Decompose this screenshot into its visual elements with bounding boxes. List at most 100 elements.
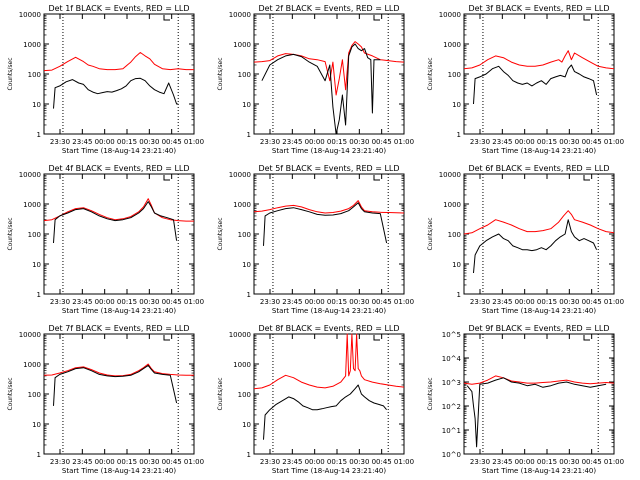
- detector-panel: Det 1f BLACK = Events, RED = LLD 1 10 100 10…: [7, 4, 204, 155]
- events-series-line: [263, 384, 387, 440]
- x-tick-label: 00:00: [305, 138, 325, 146]
- corner-bracket-mark: [373, 15, 380, 21]
- events-series-line: [263, 202, 388, 246]
- x-tick-label: 23:45: [72, 298, 92, 306]
- x-axis-label: Start Time (18-Aug-14 23:21:40): [272, 467, 386, 475]
- y-axis-label: Counts/sec: [217, 57, 224, 90]
- lld-series-line: [253, 200, 405, 214]
- x-tick-label: 00:30: [559, 458, 579, 466]
- x-tick-label: 00:30: [559, 138, 579, 146]
- y-axis-label: Counts/sec: [427, 57, 434, 90]
- y-tick-label: 1: [37, 131, 41, 139]
- x-axis-label: Start Time (18-Aug-14 23:21:40): [62, 467, 176, 475]
- y-tick-label: 100: [448, 71, 461, 79]
- x-tick-label: 23:45: [282, 138, 302, 146]
- x-tick-label: 01:00: [184, 138, 204, 146]
- x-axis-label: Start Time (18-Aug-14 23:21:40): [272, 307, 386, 315]
- y-tick-label: 1000: [233, 361, 251, 369]
- x-tick-label: 00:15: [327, 458, 347, 466]
- y-tick-label: 10: [32, 261, 41, 269]
- events-series-line: [473, 64, 598, 105]
- corner-bracket-mark: [583, 175, 590, 181]
- events-series-line: [53, 201, 178, 244]
- x-axis-label: Start Time (18-Aug-14 23:21:40): [62, 147, 176, 155]
- x-tick-label: 23:45: [492, 138, 512, 146]
- x-tick-label: 01:00: [184, 298, 204, 306]
- lld-series-line: [43, 198, 194, 222]
- x-tick-label: 00:45: [162, 458, 182, 466]
- x-tick-label: 00:00: [95, 298, 115, 306]
- x-tick-label: 00:00: [305, 458, 325, 466]
- x-tick-label: 00:00: [95, 458, 115, 466]
- x-tick-label: 00:30: [349, 138, 369, 146]
- detector-panel: Det 9f BLACK = Events, RED = LLD 10^0 10^1…: [427, 324, 624, 475]
- x-axis-label: Start Time (18-Aug-14 23:21:40): [62, 307, 176, 315]
- x-tick-label: 00:30: [559, 298, 579, 306]
- detector-panel: Det 3f BLACK = Events, RED = LLD 1 10 100 10…: [427, 4, 624, 155]
- panel-title: Det 4f BLACK = Events, RED = LLD: [48, 164, 189, 173]
- corner-bracket-mark: [373, 335, 380, 341]
- events-series-line: [53, 77, 179, 109]
- x-tick-label: 01:00: [604, 458, 624, 466]
- y-tick-label: 10000: [19, 171, 41, 179]
- y-tick-label: 10^3: [442, 379, 461, 387]
- panel-title: Det 6f BLACK = Events, RED = LLD: [468, 164, 609, 173]
- x-tick-label: 00:45: [372, 458, 392, 466]
- y-tick-label: 100: [238, 71, 251, 79]
- x-axis-label: Start Time (18-Aug-14 23:21:40): [482, 467, 596, 475]
- x-tick-label: 00:45: [582, 138, 602, 146]
- y-tick-label: 1000: [443, 201, 461, 209]
- y-tick-label: 10^1: [442, 427, 461, 435]
- y-tick-label: 1: [37, 451, 41, 459]
- detector-panel: Det 4f BLACK = Events, RED = LLD 1 10 100 10…: [7, 164, 204, 315]
- detector-panel: Det 7f BLACK = Events, RED = LLD 1 10 100 10…: [7, 324, 204, 475]
- panel-title: Det 8f BLACK = Events, RED = LLD: [258, 324, 399, 333]
- y-tick-label: 100: [28, 71, 41, 79]
- x-tick-label: 23:45: [282, 298, 302, 306]
- x-tick-label: 23:45: [72, 138, 92, 146]
- y-tick-label: 10^0: [442, 451, 461, 459]
- x-axis-label: Start Time (18-Aug-14 23:21:40): [272, 147, 386, 155]
- y-tick-label: 10^2: [442, 403, 461, 411]
- panel-title: Det 3f BLACK = Events, RED = LLD: [468, 4, 609, 13]
- y-tick-label: 1000: [233, 41, 251, 49]
- y-tick-label: 10: [452, 101, 461, 109]
- y-tick-label: 1000: [443, 41, 461, 49]
- x-tick-label: 00:00: [515, 298, 535, 306]
- y-tick-label: 10: [32, 421, 41, 429]
- x-tick-label: 23:30: [470, 298, 490, 306]
- panel-title: Det 7f BLACK = Events, RED = LLD: [48, 324, 189, 333]
- lld-series-line: [43, 52, 194, 72]
- x-tick-label: 00:00: [515, 138, 535, 146]
- x-axis-label: Start Time (18-Aug-14 23:21:40): [482, 307, 596, 315]
- y-tick-label: 10000: [19, 11, 41, 19]
- corner-bracket-mark: [163, 15, 170, 21]
- x-tick-label: 23:30: [50, 138, 70, 146]
- x-tick-label: 01:00: [394, 298, 414, 306]
- y-tick-label: 10000: [229, 171, 251, 179]
- x-tick-label: 00:45: [582, 458, 602, 466]
- x-tick-label: 00:15: [117, 458, 137, 466]
- x-tick-label: 23:30: [260, 298, 280, 306]
- x-tick-label: 23:45: [72, 458, 92, 466]
- x-tick-label: 23:45: [492, 458, 512, 466]
- y-axis-label: Counts/sec: [217, 377, 224, 410]
- panel-title: Det 9f BLACK = Events, RED = LLD: [468, 324, 609, 333]
- y-tick-label: 1: [457, 131, 461, 139]
- corner-bracket-mark: [583, 335, 590, 341]
- x-tick-label: 00:15: [117, 138, 137, 146]
- x-tick-label: 00:15: [537, 138, 557, 146]
- x-tick-label: 00:00: [95, 138, 115, 146]
- x-tick-label: 01:00: [184, 458, 204, 466]
- x-tick-label: 00:30: [349, 458, 369, 466]
- y-axis-label: Counts/sec: [427, 377, 434, 410]
- events-series-line: [473, 219, 598, 274]
- y-tick-label: 10: [32, 101, 41, 109]
- y-tick-label: 100: [238, 391, 251, 399]
- y-tick-label: 1000: [233, 201, 251, 209]
- detector-panel: Det 6f BLACK = Events, RED = LLD 1 10 100 10…: [427, 164, 624, 315]
- x-tick-label: 01:00: [394, 138, 414, 146]
- y-tick-label: 10^4: [442, 355, 462, 363]
